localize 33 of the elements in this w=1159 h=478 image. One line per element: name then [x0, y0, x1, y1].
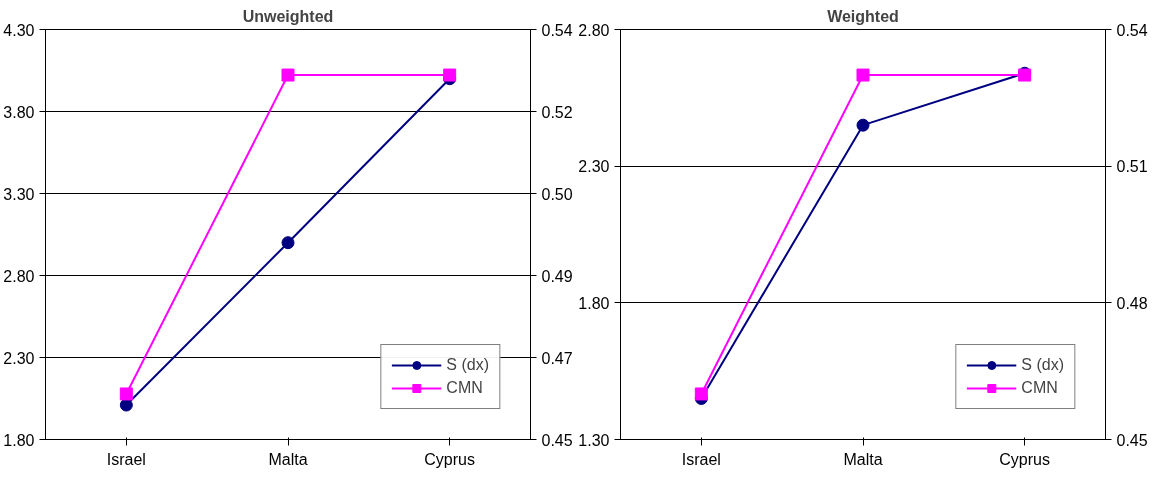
y-tick-label: 2.30	[3, 349, 35, 367]
legend-label: S (dx)	[1021, 356, 1064, 374]
chart-title: Unweighted	[242, 7, 334, 25]
chart-title: Weighted	[827, 7, 899, 25]
y2-tick-label: 0.49	[541, 267, 573, 285]
x-tick-label: Malta	[843, 450, 883, 468]
y2-tick-label: 0.54	[541, 21, 573, 39]
x-tick-label: Cyprus	[999, 450, 1051, 468]
y2-tick-label: 0.52	[541, 103, 573, 121]
legend-label: CMN	[1021, 379, 1058, 397]
y2-tick-label: 0.45	[1116, 431, 1148, 449]
y2-tick-label: 0.47	[541, 349, 573, 367]
y-tick-label: 2.30	[578, 158, 610, 176]
y-tick-label: 3.30	[3, 185, 35, 203]
y-tick-label: 1.80	[3, 431, 35, 449]
y-tick-label: 2.80	[578, 21, 610, 39]
x-tick-label: Cyprus	[424, 450, 476, 468]
y2-tick-label: 0.50	[541, 185, 573, 203]
y2-tick-label: 0.51	[1116, 158, 1148, 176]
y2-tick-label: 0.48	[1116, 294, 1148, 312]
point	[281, 236, 295, 250]
y-tick-label: 4.30	[3, 21, 35, 39]
legend-label: S (dx)	[446, 356, 489, 374]
legend-label: CMN	[446, 379, 483, 397]
y-tick-label: 1.80	[578, 294, 610, 312]
y-tick-label: 2.80	[3, 267, 35, 285]
y2-tick-label: 0.54	[1116, 21, 1148, 39]
x-tick-label: Israel	[681, 450, 721, 468]
x-tick-label: Israel	[106, 450, 146, 468]
y-tick-label: 1.30	[578, 431, 610, 449]
x-tick-label: Malta	[268, 450, 308, 468]
y2-tick-label: 0.45	[541, 431, 573, 449]
y-tick-label: 3.80	[3, 103, 35, 121]
